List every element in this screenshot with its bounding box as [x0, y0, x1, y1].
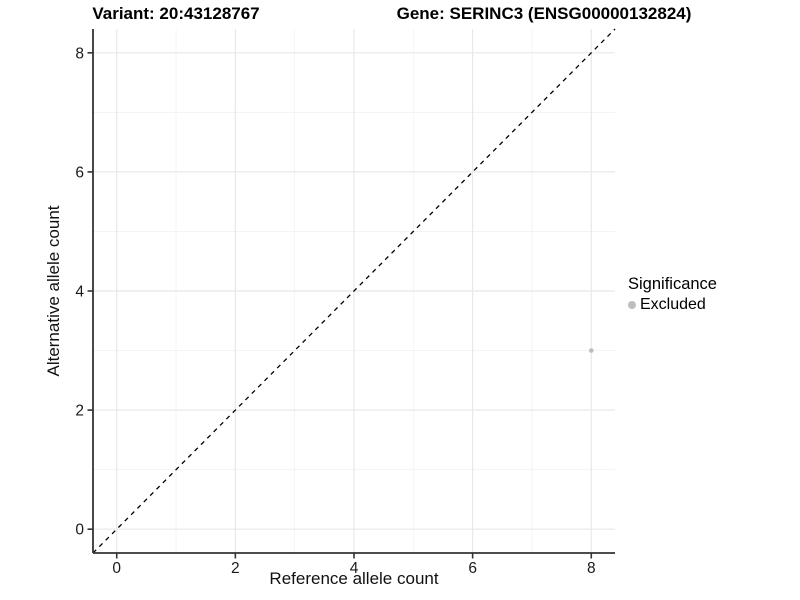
legend-item-label: Excluded — [640, 296, 706, 313]
x-tick-label: 6 — [468, 560, 477, 577]
legend-point-icon — [628, 301, 636, 309]
legend-title: Significance — [628, 275, 717, 293]
legend-item-excluded: Excluded — [628, 296, 717, 314]
identity-dashed-line — [92, 28, 616, 554]
y-axis-title: Alternative allele count — [44, 205, 63, 377]
x-tick-label: 0 — [112, 560, 121, 577]
y-tick-label: 2 — [75, 403, 84, 420]
x-axis-title: Reference allele count — [269, 569, 439, 588]
plot-title-variant: Variant: 20:43128767 — [92, 4, 260, 23]
x-tick-label: 4 — [350, 560, 359, 577]
data-point-excluded — [588, 348, 594, 353]
plot-title-gene: Gene: SERINC3 (ENSG00000132824) — [396, 4, 692, 23]
y-tick-label: 0 — [75, 522, 84, 539]
x-tick-label: 2 — [231, 560, 240, 577]
y-tick-label: 6 — [75, 164, 84, 181]
y-tick-label: 8 — [75, 45, 84, 62]
x-tick-label: 8 — [587, 560, 596, 577]
y-tick-label: 4 — [75, 284, 84, 301]
legend: Significance Excluded — [628, 275, 717, 314]
